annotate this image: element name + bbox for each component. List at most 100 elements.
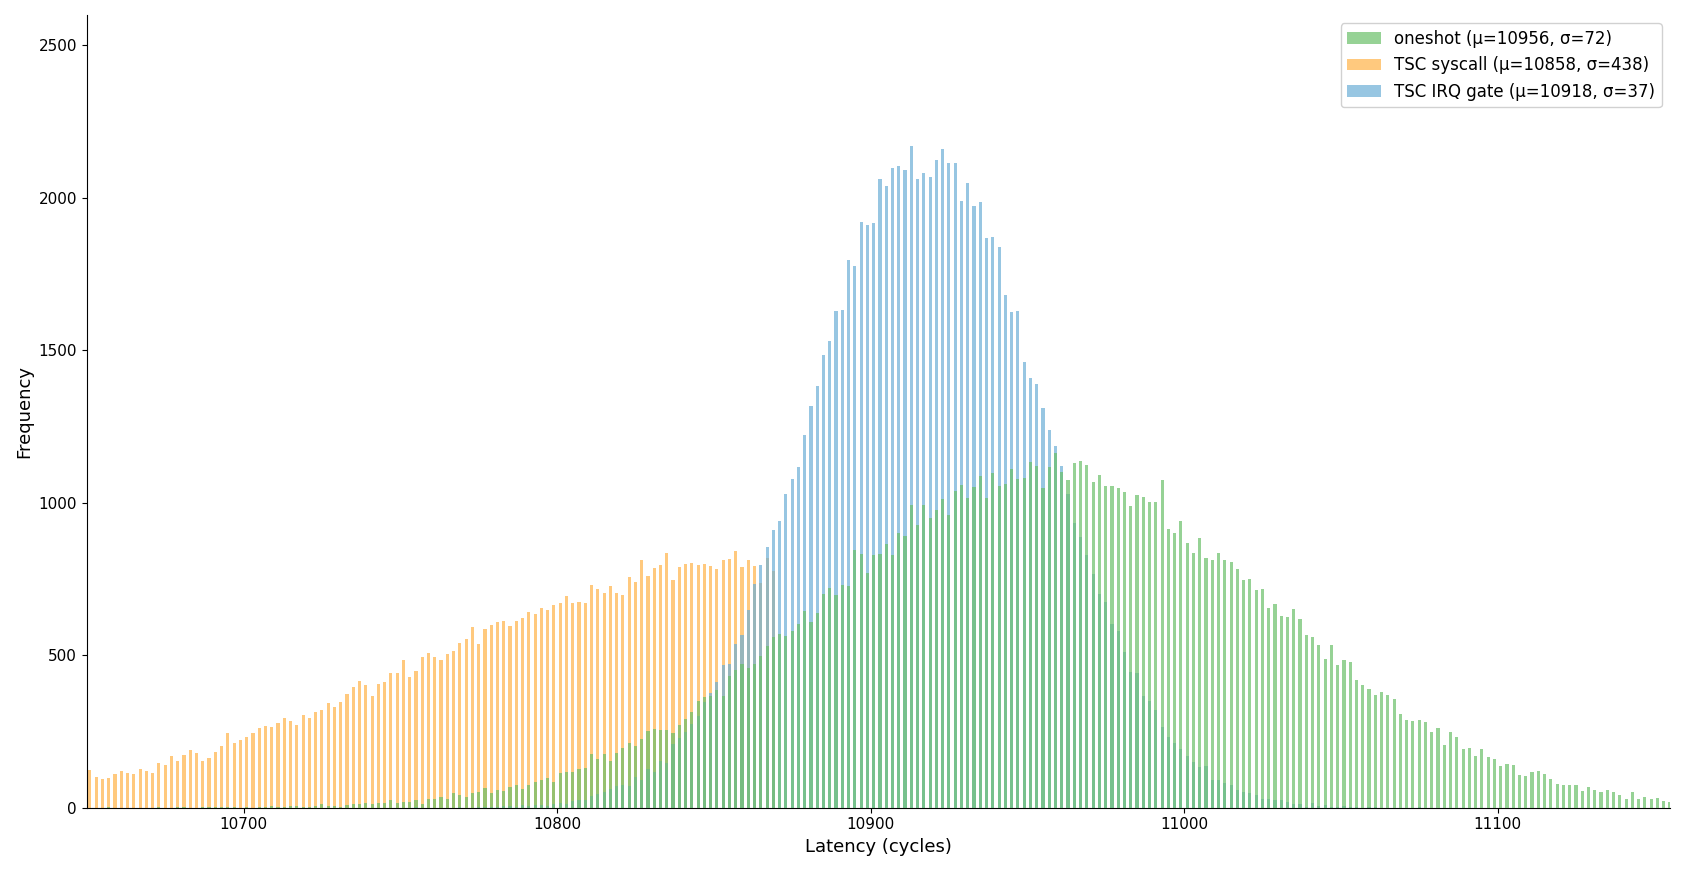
Bar — [553, 804, 556, 807]
Bar — [1092, 575, 1095, 807]
Bar — [816, 386, 819, 807]
Bar — [716, 690, 718, 807]
Bar — [772, 530, 775, 807]
Bar — [1599, 792, 1602, 807]
Bar — [703, 697, 706, 807]
Bar — [590, 795, 593, 807]
Bar — [1405, 719, 1409, 807]
Bar — [1048, 467, 1051, 807]
Bar — [991, 237, 994, 807]
Bar — [765, 645, 768, 807]
Bar — [1154, 502, 1158, 807]
Bar — [1260, 800, 1264, 807]
Bar — [470, 626, 473, 807]
Bar — [521, 788, 524, 807]
Bar — [608, 789, 612, 807]
Bar — [1085, 465, 1089, 807]
Bar — [221, 746, 222, 807]
Legend: oneshot (μ=10956, σ=72), TSC syscall (μ=10858, σ=438), TSC IRQ gate (μ=10918, σ=: oneshot (μ=10956, σ=72), TSC syscall (μ=… — [1341, 24, 1661, 107]
Bar — [1555, 784, 1559, 807]
Bar — [320, 710, 324, 807]
Bar — [1212, 780, 1213, 807]
Bar — [389, 800, 393, 807]
Bar — [627, 577, 630, 807]
Bar — [772, 637, 775, 807]
Bar — [157, 763, 160, 807]
Bar — [352, 804, 356, 807]
Bar — [709, 566, 713, 807]
Bar — [1004, 484, 1008, 807]
Bar — [1343, 660, 1346, 807]
Bar — [170, 756, 174, 807]
Bar — [652, 729, 655, 807]
Bar — [152, 773, 155, 807]
Bar — [408, 677, 411, 807]
Bar — [1142, 696, 1144, 807]
Bar — [1191, 552, 1195, 807]
Bar — [1217, 780, 1220, 807]
Bar — [1562, 785, 1565, 807]
Bar — [1518, 775, 1522, 807]
Bar — [302, 715, 305, 807]
Bar — [1618, 795, 1621, 807]
Bar — [495, 790, 499, 807]
Bar — [1104, 486, 1107, 807]
Bar — [1361, 685, 1365, 807]
Bar — [571, 773, 575, 807]
Bar — [1217, 553, 1220, 807]
Bar — [1117, 489, 1121, 807]
Bar — [1311, 638, 1314, 807]
Bar — [539, 805, 543, 807]
Bar — [1223, 783, 1227, 807]
Bar — [101, 780, 104, 807]
Bar — [270, 727, 273, 807]
Bar — [778, 522, 782, 807]
Bar — [960, 484, 964, 807]
Bar — [966, 183, 969, 807]
Bar — [290, 720, 292, 807]
Bar — [804, 611, 807, 807]
Bar — [320, 804, 324, 807]
Bar — [447, 799, 448, 807]
Bar — [891, 555, 895, 807]
Bar — [527, 611, 531, 807]
Bar — [596, 760, 600, 807]
Bar — [313, 712, 317, 807]
Bar — [684, 564, 687, 807]
Bar — [426, 799, 430, 807]
Bar — [709, 696, 713, 807]
Bar — [120, 771, 123, 807]
Bar — [564, 772, 568, 807]
Bar — [878, 554, 881, 807]
Bar — [447, 654, 448, 807]
Bar — [1274, 604, 1277, 807]
Bar — [640, 780, 644, 807]
Bar — [728, 559, 731, 807]
Bar — [352, 687, 356, 807]
Bar — [1147, 701, 1151, 807]
Bar — [1587, 787, 1591, 807]
Bar — [1122, 491, 1126, 807]
Bar — [677, 725, 681, 807]
Bar — [1110, 625, 1114, 807]
Bar — [1030, 463, 1031, 807]
Bar — [1154, 710, 1158, 807]
Bar — [1481, 749, 1483, 807]
Bar — [790, 631, 794, 807]
Bar — [1336, 665, 1340, 807]
Bar — [1016, 479, 1019, 807]
Bar — [578, 602, 581, 807]
Bar — [401, 802, 404, 807]
Bar — [1023, 362, 1026, 807]
Bar — [553, 605, 556, 807]
Bar — [917, 525, 918, 807]
Bar — [910, 146, 913, 807]
Bar — [1624, 799, 1628, 807]
Bar — [401, 660, 404, 807]
Bar — [94, 777, 98, 807]
Bar — [677, 567, 681, 807]
Bar — [1016, 311, 1019, 807]
Bar — [816, 612, 819, 807]
Bar — [1249, 793, 1252, 807]
Bar — [357, 804, 361, 807]
